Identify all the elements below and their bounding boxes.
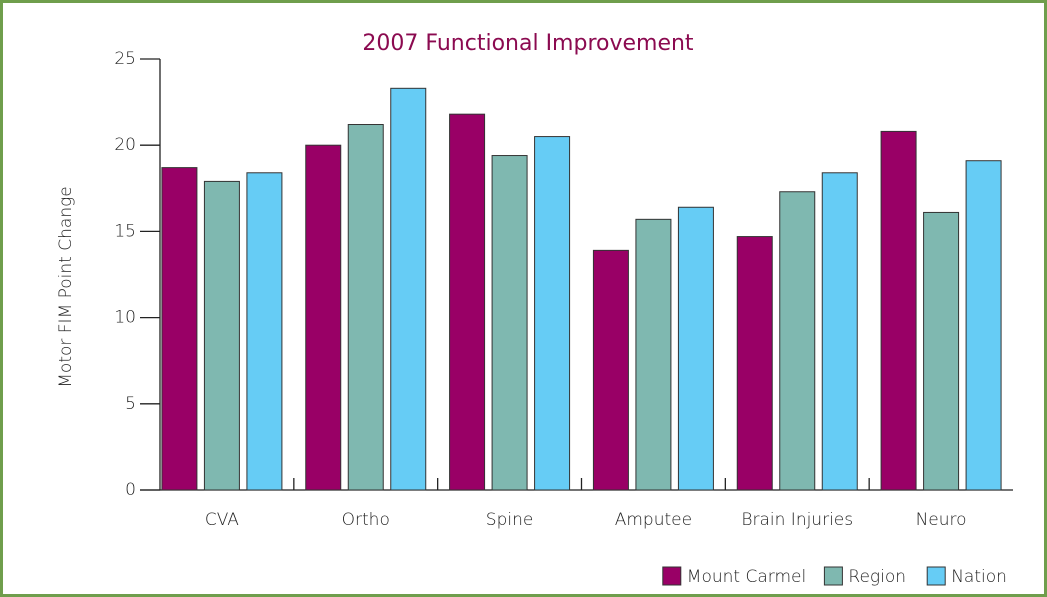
y-tick-label: 5 [125,394,136,414]
bar [305,144,342,491]
chart-title: 2007 Functional Improvement [362,31,694,56]
bar [821,172,858,491]
legend-swatch [662,566,682,586]
bar [534,136,571,491]
x-tick-label: CVA [205,510,239,530]
bar [965,160,1002,491]
x-tick-label: Ortho [342,510,390,530]
bar [491,155,528,491]
bar [880,130,917,491]
y-tick-label: 0 [125,480,136,500]
x-tick-label: Spine [486,510,534,530]
y-tick-label: 10 [114,308,136,328]
x-tick-label: Brain Injuries [741,510,853,530]
bar [736,236,773,491]
y-tick-label: 20 [114,135,136,155]
bar [390,87,427,491]
bar [592,249,629,491]
legend-label: Nation [951,567,1007,587]
bar [203,180,240,491]
bar [779,191,816,491]
x-tick-label: Neuro [916,510,967,530]
bar [347,124,384,491]
bar [161,167,198,491]
legend-swatch [926,566,946,586]
y-tick-label: 15 [114,221,136,241]
legend-label: Mount Carmel [687,567,806,587]
legend-label: Region [848,567,906,587]
bar [923,211,960,491]
y-axis-label: Motor FIM Point Change [56,186,76,388]
bar [677,206,714,491]
bar [449,113,486,491]
legend-swatch [823,566,843,586]
bar [246,172,283,491]
x-tick-label: Amputee [615,510,692,530]
bar [635,218,672,491]
y-tick-label: 25 [114,49,136,69]
